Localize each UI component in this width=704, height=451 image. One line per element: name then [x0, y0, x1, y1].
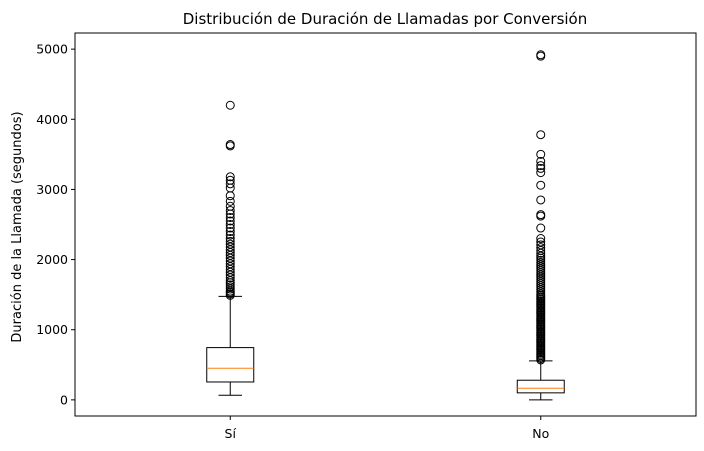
- outlier-point: [225, 140, 235, 150]
- outlier-point: [536, 50, 546, 60]
- outlier-point: [536, 180, 546, 190]
- outlier-point: [225, 175, 235, 185]
- outlier-point: [225, 230, 235, 240]
- x-tick-label: No: [532, 426, 549, 441]
- y-tick-label: 5000: [36, 42, 68, 57]
- chart-title: Distribución de Duración de Llamadas por…: [183, 10, 588, 28]
- box-si: [206, 347, 255, 383]
- outlier-point: [536, 161, 546, 171]
- y-tick-label: 3000: [36, 182, 68, 197]
- outlier-point: [225, 172, 235, 182]
- outlier-point: [536, 223, 546, 233]
- outlier-point: [536, 163, 546, 173]
- outlier-point: [225, 280, 235, 290]
- outlier-point: [536, 130, 546, 140]
- outlier-point: [536, 149, 546, 159]
- outlier-point: [536, 243, 546, 253]
- outlier-point: [225, 201, 235, 211]
- outlier-point: [225, 282, 235, 292]
- outlier-point: [225, 196, 235, 206]
- y-tick-label: 0: [60, 392, 68, 407]
- box-no: [516, 379, 565, 394]
- outlier-point: [225, 239, 235, 249]
- plot-area: 0 1000 2000 3000 4000 5000 Sí No: [36, 42, 565, 441]
- outlier-point: [536, 210, 546, 220]
- outlier-point: [536, 234, 546, 244]
- y-axis-label: Duración de la Llamada (segundos): [10, 111, 25, 342]
- x-tick-label: Sí: [225, 426, 237, 441]
- outlier-point: [225, 234, 235, 244]
- outlier-point: [225, 227, 235, 237]
- outlier-point: [536, 257, 546, 267]
- outlier-point: [536, 240, 546, 250]
- outlier-point: [536, 156, 546, 166]
- outlier-point: [225, 179, 235, 189]
- outlier-point: [536, 195, 546, 205]
- outlier-point: [225, 236, 235, 246]
- outlier-point: [225, 216, 235, 226]
- y-tick-label: 2000: [36, 252, 68, 267]
- plot-frame: [74, 32, 697, 417]
- y-tick-label: 1000: [36, 322, 68, 337]
- outlier-point: [225, 212, 235, 222]
- outlier-point: [225, 205, 235, 215]
- outlier-point: [225, 191, 235, 201]
- outlier-point: [225, 100, 235, 110]
- y-tick-label: 4000: [36, 112, 68, 127]
- outlier-point: [536, 168, 546, 178]
- outlier-point: [536, 237, 546, 247]
- outlier-point: [225, 220, 235, 229]
- outlier-point: [536, 255, 546, 265]
- outlier-point: [225, 223, 235, 233]
